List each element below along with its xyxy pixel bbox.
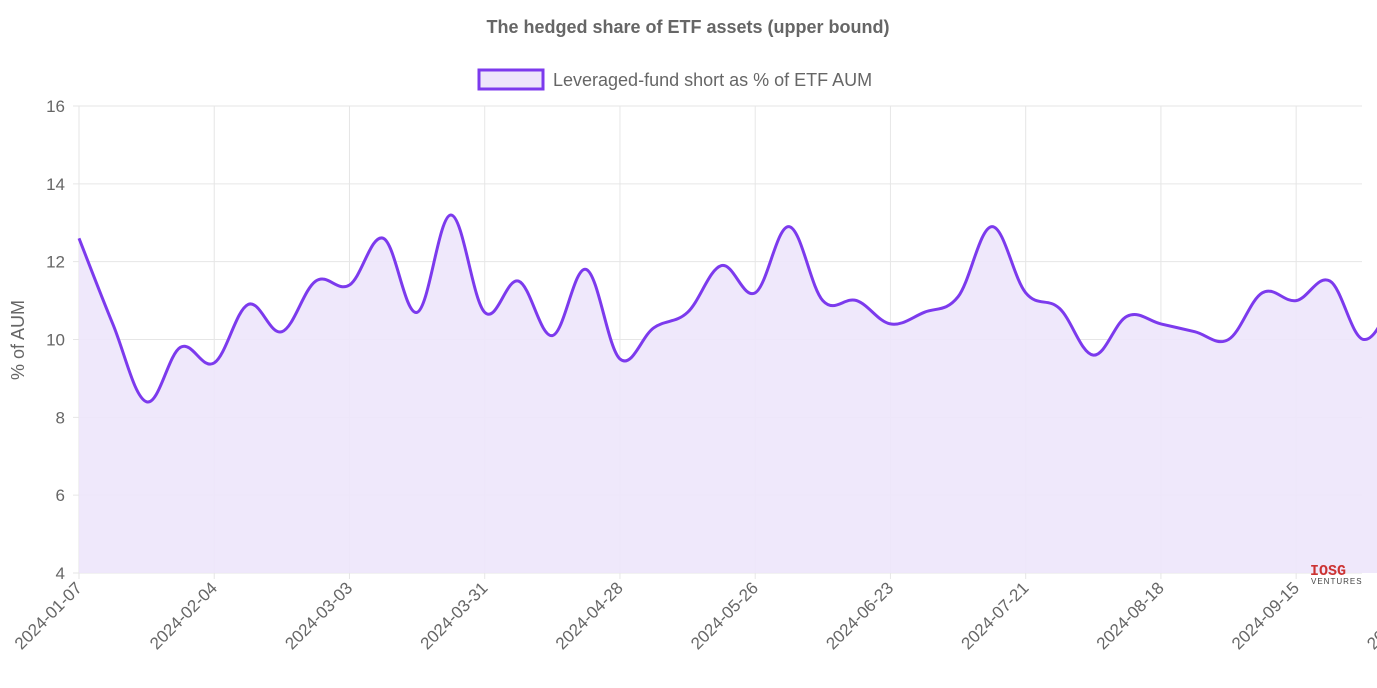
x-tick-label: 2024-01-07 (11, 578, 86, 653)
x-tick-label: 2024-07-21 (958, 578, 1033, 653)
x-tick-label: 2024-03-31 (417, 578, 492, 653)
series-area-fill (79, 215, 1377, 573)
legend-label[interactable]: Leveraged-fund short as % of ETF AUM (553, 70, 872, 90)
y-tick-label: 16 (46, 97, 65, 116)
legend-swatch[interactable] (477, 68, 545, 91)
x-tick-label: 2024-10-13 (1363, 578, 1377, 653)
x-tick-label: 2024-04-28 (552, 578, 627, 653)
x-tick-label: 2024-06-23 (822, 578, 897, 653)
y-tick-label: 4 (56, 564, 65, 583)
series-line (77, 213, 1377, 404)
x-tick-label: 2024-02-04 (146, 578, 221, 653)
y-axis-title: % of AUM (8, 300, 28, 380)
x-tick-label: 2024-08-18 (1093, 578, 1168, 653)
y-axis-ticks: 4 6 8 10 12 14 16 (46, 97, 65, 583)
chart-title: The hedged share of ETF assets (upper bo… (486, 17, 889, 37)
x-tick-label: 2024-03-03 (281, 578, 356, 653)
watermark-logo: IOSG VENTURES (1310, 563, 1363, 586)
y-tick-label: 12 (46, 253, 65, 272)
y-tick-label: 14 (46, 175, 65, 194)
x-axis-ticks: 2024-01-07 2024-02-04 2024-03-03 2024-03-31… (11, 578, 1377, 653)
y-tick-label: 10 (46, 331, 65, 350)
watermark-subtext: VENTURES (1311, 577, 1363, 586)
y-tick-label: 6 (56, 486, 65, 505)
watermark-text: IOSG (1310, 563, 1346, 580)
x-tick-label: 2024-05-26 (687, 578, 762, 653)
x-tick-label: 2024-09-15 (1228, 578, 1303, 653)
legend[interactable]: Leveraged-fund short as % of ETF AUM (477, 68, 872, 91)
y-tick-label: 8 (56, 408, 65, 427)
